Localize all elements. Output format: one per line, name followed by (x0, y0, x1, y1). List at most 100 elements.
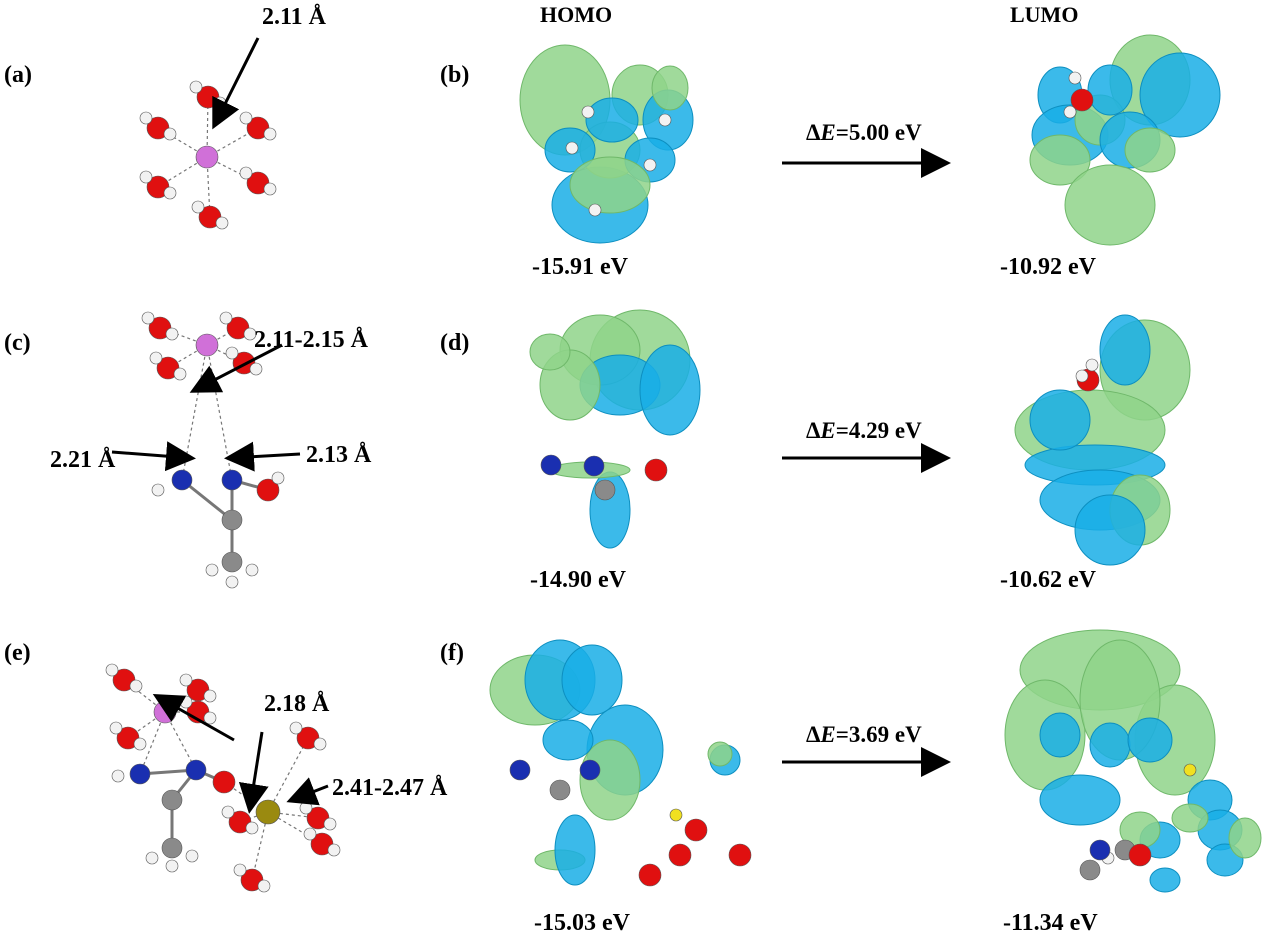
energy-gap-3: ΔE=3.69 eV (806, 722, 922, 747)
nitrogen-atom (221, 469, 243, 491)
hydrogen-atom (588, 203, 602, 217)
carbon-atom (161, 837, 183, 859)
hydrogen-atom (1085, 358, 1099, 372)
hydrogen-atom (233, 863, 247, 877)
orbital-lobe-negative (639, 344, 701, 436)
hydrogen-atom (219, 311, 233, 325)
bond-label-a: 2.11 Å (262, 4, 327, 30)
hydrogen-atom (191, 200, 205, 214)
energy-homo-f: -15.03 eV (534, 910, 630, 936)
hydrogen-atom (165, 859, 179, 873)
hydrogen-atom (565, 141, 579, 155)
hydrogen-atom (149, 351, 163, 365)
orbital-lobe-positive (707, 741, 733, 767)
pointer-arrow-e-top (238, 731, 269, 814)
orbital-lobe-negative (1099, 314, 1151, 386)
orbital-lobe-negative (1039, 712, 1081, 758)
carbon-atom (221, 509, 243, 531)
panel-label-a: (a) (4, 62, 32, 88)
homo-header: HOMO (540, 2, 613, 27)
bond (206, 344, 233, 481)
hydrogen-atom (221, 805, 235, 819)
pointer-arrow-c-right (224, 441, 301, 472)
hydrogen-atom (658, 113, 672, 127)
ion-atom (1183, 763, 1197, 777)
hydrogen-atom (239, 111, 253, 125)
pointer-arrow-c-top (189, 343, 283, 393)
oxygen-atom (638, 863, 662, 887)
hydrogen-atom (243, 327, 257, 341)
bond-label-c-right: 2.13 Å (306, 442, 372, 468)
bond (267, 737, 309, 813)
hydrogen-atom (313, 737, 327, 751)
carbon-atom (594, 479, 616, 501)
oxygen-atom (212, 770, 236, 794)
hydrogen-atom (303, 827, 317, 841)
oxygen-atom (668, 843, 692, 867)
bond-label-e-right: 2.41-2.47 Å (332, 775, 448, 801)
hydrogen-atom (109, 721, 123, 735)
orbital-lobe-positive (529, 333, 571, 371)
orbital-lobe-positive (579, 739, 641, 821)
orbital-lobe-negative (542, 719, 594, 761)
hydrogen-atom (165, 327, 179, 341)
hydrogen-atom (1068, 71, 1082, 85)
manganese-atom (195, 145, 219, 169)
hydrogen-atom (249, 362, 263, 376)
carbon-atom (1079, 859, 1101, 881)
bond (164, 711, 197, 771)
hydrogen-atom (189, 80, 203, 94)
orbital-lobe-negative (1127, 717, 1173, 763)
bond-label-c-top: 2.11-2.15 Å (254, 327, 368, 353)
hydrogen-atom (289, 721, 303, 735)
oxygen-atom (256, 478, 280, 502)
hydrogen-atom (257, 879, 271, 893)
panel-label-e: (e) (4, 640, 31, 666)
oxygen-atom (1070, 88, 1094, 112)
ion-atom (669, 808, 683, 822)
orbital-lobe-negative (1074, 494, 1146, 566)
panel-label-f: (f) (440, 640, 464, 666)
orbital-lobe-negative (1039, 774, 1121, 826)
orbital-lobe-positive (1124, 127, 1176, 173)
hydrogen-atom (215, 216, 229, 230)
hydrogen-atom (225, 346, 239, 360)
hydrogen-atom (139, 170, 153, 184)
nitrogen-atom (171, 469, 193, 491)
orbital-lobe-negative (1029, 389, 1091, 451)
bond (181, 344, 208, 481)
energy-homo-b: -15.91 eV (532, 254, 628, 280)
nitrogen-atom (509, 759, 531, 781)
nitrogen-atom (540, 454, 562, 476)
energy-homo-d: -14.90 eV (530, 567, 626, 593)
energy-lumo-f: -11.34 eV (1003, 910, 1098, 936)
hydrogen-atom (163, 127, 177, 141)
orbital-lobe-positive (651, 65, 689, 111)
hydrogen-atom (263, 182, 277, 196)
oxygen-atom (644, 458, 668, 482)
hydrogen-atom (1063, 105, 1077, 119)
carbon-atom (161, 789, 183, 811)
orbital-lobe-negative (1087, 64, 1133, 116)
bond (267, 811, 323, 845)
hydrogen-atom (205, 563, 219, 577)
nitrogen-atom (579, 759, 601, 781)
hydrogen-atom (141, 311, 155, 325)
energy-gap-1: ΔE=5.00 eV (806, 120, 922, 145)
hydrogen-atom (245, 563, 259, 577)
hydrogen-atom (111, 769, 125, 783)
energy-lumo-d: -10.62 eV (1000, 567, 1096, 593)
orbital-lobe-positive (1064, 164, 1156, 246)
hydrogen-atom (179, 673, 193, 687)
hydrogen-atom (327, 843, 341, 857)
panel-label-b: (b) (440, 62, 470, 88)
bond (181, 478, 233, 522)
orbital-lobe-negative (1089, 722, 1131, 768)
hydrogen-atom (105, 663, 119, 677)
nitrogen-atom (185, 759, 207, 781)
pointer-arrow-e-right (286, 777, 329, 806)
pointer-arrow-a (212, 37, 260, 130)
lumo-header: LUMO (1010, 2, 1079, 27)
bond-label-c-left: 2.21 Å (50, 447, 116, 473)
